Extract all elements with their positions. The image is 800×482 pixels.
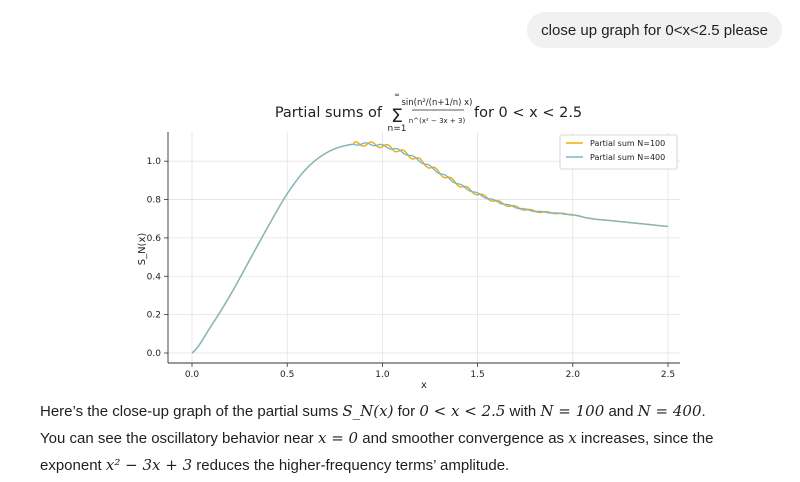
ticks: 0.0 0.5 1.0 1.5 2.0 2.5 0.0 0.2 0.4 0.6 0.8 1.0 <box>147 157 675 380</box>
x-tick-label: 2.0 <box>566 370 581 380</box>
chart-title: Partial sums of ∞ Σ n=1 sin(n²/(n+1/n) x… <box>275 91 582 134</box>
reply-text: with <box>505 403 541 420</box>
reply-line-1: Here’s the close-up graph of the partial… <box>40 398 780 425</box>
reply-line-2: You can see the oscillatory behavior nea… <box>40 425 780 452</box>
title-sum-symbol: Σ <box>391 105 403 127</box>
user-message-bubble: close up graph for 0<x<2.5 please <box>527 12 782 48</box>
assistant-reply: Here’s the close-up graph of the partial… <box>40 398 780 479</box>
y-tick-label: 1.0 <box>147 157 162 167</box>
math-sn: S_N(x) <box>342 402 394 420</box>
title-suffix: for 0 < x < 2.5 <box>474 105 582 121</box>
grid <box>168 132 680 363</box>
math-n100: N = 100 <box>540 402 605 420</box>
reply-text: increases, since the <box>576 430 714 447</box>
series-line-n100 <box>191 141 669 354</box>
x-tick-label: 0.5 <box>280 370 294 380</box>
title-sum-lower: n=1 <box>388 124 407 134</box>
series-lines <box>191 141 669 354</box>
math-x0: x = 0 <box>317 429 359 447</box>
x-tick-label: 1.5 <box>470 370 484 380</box>
title-prefix: Partial sums of <box>275 105 383 121</box>
math-exponent: x² − 3x + 3 <box>105 456 193 474</box>
chart: Partial sums of ∞ Σ n=1 sin(n²/(n+1/n) x… <box>0 80 800 398</box>
legend-box <box>559 134 678 170</box>
x-tick-label: 1.0 <box>375 370 390 380</box>
title-sum-upper: ∞ <box>394 91 400 99</box>
reply-text: and smoother convergence as <box>358 430 569 447</box>
reply-text: exponent <box>40 457 106 474</box>
reply-text: reduces the higher-frequency terms’ ampl… <box>192 457 510 474</box>
y-axis-label: S_N(x) <box>137 233 148 266</box>
math-x: x <box>568 429 577 447</box>
reply-text: Here’s the close-up graph of the partial… <box>40 403 343 420</box>
x-tick-label: 2.5 <box>661 370 675 380</box>
math-range: 0 < x < 2.5 <box>419 402 506 420</box>
x-axis-label: x <box>421 380 427 391</box>
title-term-denominator: n^(x² − 3x + 3) <box>409 117 466 125</box>
series-line-n400 <box>191 142 669 354</box>
y-tick-label: 0.0 <box>147 349 162 359</box>
y-tick-label: 0.4 <box>147 272 162 282</box>
reply-text: for <box>393 403 420 420</box>
legend: Partial sum N=100 Partial sum N=400 <box>559 134 678 170</box>
axes <box>167 132 680 364</box>
reply-line-3: exponent x² − 3x + 3 reduces the higher-… <box>40 452 780 479</box>
y-tick-label: 0.6 <box>147 234 162 244</box>
reply-text: . <box>701 403 706 420</box>
math-n400: N = 400 <box>637 402 702 420</box>
reply-text: and <box>604 403 638 420</box>
y-tick-label: 0.2 <box>147 311 161 321</box>
user-message-text: close up graph for 0<x<2.5 please <box>541 21 768 39</box>
reply-text: You can see the oscillatory behavior nea… <box>40 430 318 447</box>
legend-label-n100: Partial sum N=100 <box>590 139 665 148</box>
title-term-numerator: sin(n²/(n+1/n) x) <box>401 98 472 108</box>
chart-svg: Partial sums of ∞ Σ n=1 sin(n²/(n+1/n) x… <box>137 91 680 391</box>
y-tick-label: 0.8 <box>147 196 162 206</box>
legend-label-n400: Partial sum N=400 <box>590 153 665 162</box>
x-tick-label: 0.0 <box>185 370 200 380</box>
